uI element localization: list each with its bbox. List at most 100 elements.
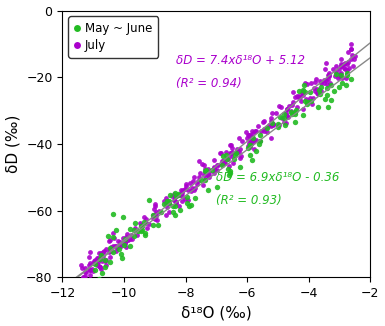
Point (297, 95, 303, 100)
Point (234, 150, 240, 155)
Point (289, 102, 295, 107)
Point (323, 60, 329, 65)
Point (87, 268, 93, 273)
Point (138, 222, 144, 228)
Point (258, 128, 264, 133)
Point (100, 250, 106, 255)
Point (123, 244, 129, 250)
Point (116, 243, 122, 248)
Point (268, 119, 274, 124)
Point (221, 159, 227, 164)
Point (224, 167, 231, 172)
Point (166, 198, 172, 203)
Point (223, 149, 229, 154)
Point (120, 241, 126, 246)
Point (206, 170, 212, 175)
Point (303, 96, 309, 102)
Point (95, 259, 101, 265)
Point (154, 217, 160, 222)
Point (261, 126, 267, 131)
Point (201, 163, 207, 168)
Point (121, 214, 127, 219)
Point (122, 241, 129, 246)
Point (281, 119, 288, 124)
Point (179, 198, 185, 203)
Point (249, 136, 255, 141)
Point (316, 88, 322, 93)
Point (94, 263, 100, 268)
Point (249, 158, 255, 163)
Point (128, 232, 134, 237)
Point (269, 111, 275, 116)
Point (107, 254, 113, 259)
Point (273, 111, 279, 116)
Point (169, 194, 175, 199)
Point (259, 119, 266, 125)
Point (96, 257, 102, 262)
Point (107, 259, 113, 264)
Point (172, 198, 178, 203)
Point (182, 196, 188, 201)
Point (158, 209, 164, 214)
Point (268, 124, 274, 129)
Point (301, 98, 308, 103)
Point (98, 252, 104, 257)
Point (179, 190, 185, 196)
Point (228, 153, 234, 158)
Point (292, 111, 298, 116)
Point (349, 52, 355, 57)
Point (118, 244, 124, 249)
Point (116, 246, 122, 251)
Point (107, 248, 113, 253)
Point (293, 104, 300, 110)
Point (247, 153, 253, 158)
Point (257, 132, 263, 138)
Point (325, 104, 331, 110)
Point (283, 107, 290, 112)
Point (317, 78, 323, 83)
Point (150, 222, 156, 227)
Point (81, 274, 87, 279)
Point (246, 138, 253, 143)
Point (351, 56, 357, 62)
Point (188, 202, 194, 207)
Point (300, 90, 306, 96)
Point (146, 222, 152, 227)
Point (223, 153, 229, 158)
Point (264, 125, 271, 130)
Point (96, 250, 102, 256)
Point (107, 246, 114, 251)
Point (230, 160, 236, 166)
Point (296, 93, 302, 98)
Point (290, 90, 296, 95)
Point (92, 262, 98, 267)
Point (202, 177, 208, 182)
Point (251, 147, 258, 152)
Point (199, 182, 206, 187)
Point (102, 246, 109, 251)
Point (248, 142, 254, 147)
Point (325, 76, 331, 82)
Point (212, 168, 218, 173)
Point (89, 266, 95, 272)
Legend: May ~ June, July: May ~ June, July (68, 16, 158, 58)
Point (290, 99, 296, 104)
Point (121, 241, 127, 246)
Point (321, 77, 328, 82)
Point (186, 203, 192, 209)
Point (142, 231, 148, 236)
Point (201, 172, 207, 177)
Point (288, 110, 294, 115)
Point (152, 203, 158, 209)
Point (197, 170, 203, 175)
Point (246, 135, 253, 140)
Point (87, 249, 94, 254)
Point (87, 267, 93, 272)
Point (326, 70, 332, 76)
Point (139, 228, 145, 233)
Point (113, 249, 119, 254)
Point (137, 220, 143, 225)
Point (90, 268, 96, 273)
Point (327, 81, 333, 86)
Point (101, 248, 107, 254)
